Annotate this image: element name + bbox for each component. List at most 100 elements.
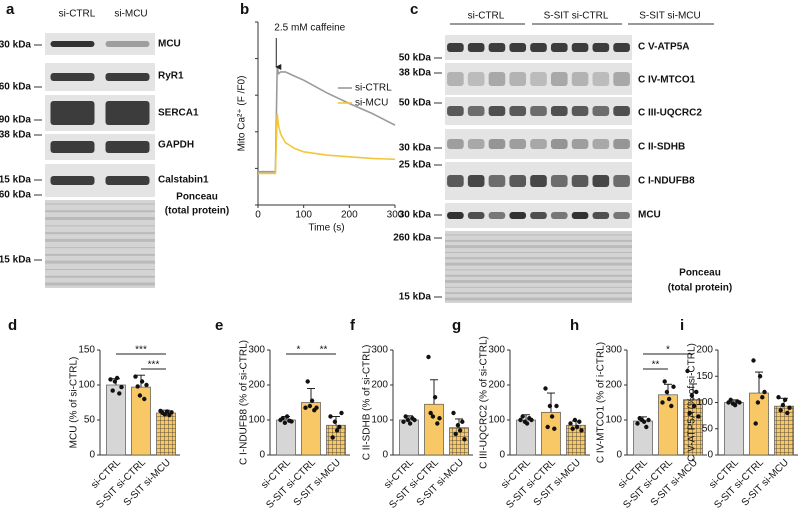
protein-label: (total protein) bbox=[668, 283, 732, 294]
blot-background bbox=[45, 200, 155, 288]
data-point bbox=[787, 405, 792, 410]
kda-label: 260 kDa bbox=[0, 190, 31, 201]
data-point bbox=[641, 419, 647, 424]
protein-label: SERCA1 bbox=[158, 108, 199, 119]
blot-band bbox=[488, 43, 506, 52]
data-point bbox=[460, 419, 465, 424]
data-point bbox=[457, 428, 463, 433]
y-axis-label: C III-UQCRC2 (% of si-CTRL) bbox=[479, 336, 490, 469]
bar bbox=[276, 419, 296, 456]
protein-label: Calstabin1 bbox=[158, 175, 209, 186]
data-point bbox=[334, 428, 340, 433]
panel-letter: i bbox=[680, 317, 684, 334]
data-point bbox=[552, 426, 557, 431]
data-point bbox=[755, 400, 761, 405]
blot-band bbox=[571, 72, 589, 86]
data-point bbox=[430, 414, 436, 419]
data-point bbox=[432, 395, 438, 400]
protein-label: C IV-MTCO1 bbox=[638, 75, 696, 86]
kda-label: 30 kDa bbox=[399, 143, 432, 154]
data-point bbox=[547, 403, 553, 409]
blot-band bbox=[467, 139, 485, 149]
data-point bbox=[142, 396, 147, 402]
blot-band bbox=[592, 43, 610, 52]
data-point bbox=[691, 403, 697, 409]
data-point bbox=[405, 417, 411, 423]
data-point bbox=[728, 397, 733, 403]
blot-band bbox=[550, 175, 568, 187]
blot-band bbox=[530, 72, 547, 86]
y-tick-label: 0 bbox=[382, 450, 388, 461]
data-point bbox=[119, 384, 124, 390]
x-axis-label: Time (s) bbox=[308, 223, 344, 234]
bar bbox=[301, 402, 321, 456]
blot-band bbox=[509, 139, 527, 149]
data-point bbox=[543, 386, 548, 391]
y-tick-label: 100 bbox=[696, 397, 713, 408]
blot-band bbox=[50, 141, 95, 153]
x-tick-label: 300 bbox=[387, 210, 404, 221]
blot-band bbox=[509, 175, 527, 187]
y-tick-label: 100 bbox=[248, 415, 265, 426]
data-point bbox=[337, 424, 342, 430]
data-point bbox=[776, 395, 781, 400]
kda-label: 50 kDa bbox=[399, 98, 432, 109]
data-point bbox=[451, 410, 456, 416]
blot-band bbox=[550, 72, 568, 86]
blot-band bbox=[488, 106, 506, 116]
blot-background bbox=[445, 129, 632, 159]
y-tick-label: 200 bbox=[605, 380, 622, 391]
blot-background bbox=[45, 33, 155, 55]
y-axis-label: Mito Ca²⁺ (F /F0) bbox=[237, 76, 248, 152]
blot-band bbox=[488, 175, 506, 187]
significance-label: *** bbox=[135, 345, 147, 356]
y-tick-label: 100 bbox=[78, 380, 95, 391]
data-point bbox=[453, 431, 458, 437]
data-point bbox=[303, 405, 308, 410]
x-tick-label: 0 bbox=[255, 210, 261, 221]
data-point bbox=[687, 410, 692, 416]
data-point bbox=[635, 421, 640, 426]
blot-band bbox=[530, 43, 547, 52]
data-point bbox=[694, 389, 699, 395]
data-point bbox=[574, 424, 580, 430]
blot-band bbox=[105, 176, 150, 185]
panel-letter: h bbox=[570, 317, 579, 334]
y-axis-label: C II-SDHB (% of si-CTRL) bbox=[362, 345, 373, 461]
blot-band bbox=[467, 106, 485, 116]
data-point bbox=[289, 419, 294, 424]
blot-band bbox=[550, 43, 568, 52]
data-point bbox=[114, 375, 120, 381]
blot-band bbox=[571, 43, 589, 52]
blot-band bbox=[447, 106, 464, 116]
blot-band bbox=[530, 175, 547, 187]
kda-label: 260 kDa bbox=[0, 82, 31, 93]
data-point bbox=[305, 379, 310, 384]
blot-band bbox=[550, 106, 568, 116]
kda-label: 50 kDa bbox=[399, 53, 432, 64]
blot-band bbox=[530, 139, 547, 149]
significance-label: *** bbox=[148, 360, 160, 371]
data-point bbox=[579, 428, 584, 433]
protein-label: C I-NDUFB8 bbox=[638, 176, 695, 187]
data-point bbox=[144, 382, 149, 388]
panel-letter: b bbox=[240, 1, 249, 18]
y-tick-label: 100 bbox=[371, 415, 388, 426]
panel-letter: g bbox=[452, 317, 461, 334]
data-point bbox=[282, 420, 288, 425]
data-point bbox=[570, 426, 575, 431]
data-point bbox=[762, 389, 767, 395]
blot-band bbox=[488, 212, 506, 219]
kda-label: 90 kDa bbox=[0, 115, 31, 126]
data-point bbox=[332, 419, 338, 424]
kda-label: 260 kDa bbox=[393, 233, 431, 244]
panel-letter: e bbox=[215, 317, 223, 334]
protein-label: Ponceau bbox=[679, 268, 721, 279]
kda-label: 15 kDa bbox=[0, 175, 31, 186]
kda-label: 38 kDa bbox=[399, 68, 432, 79]
blot-band bbox=[447, 175, 464, 187]
data-point bbox=[662, 379, 667, 384]
blot-band bbox=[509, 106, 527, 116]
blot-band bbox=[613, 106, 630, 116]
blot-background bbox=[445, 63, 632, 95]
